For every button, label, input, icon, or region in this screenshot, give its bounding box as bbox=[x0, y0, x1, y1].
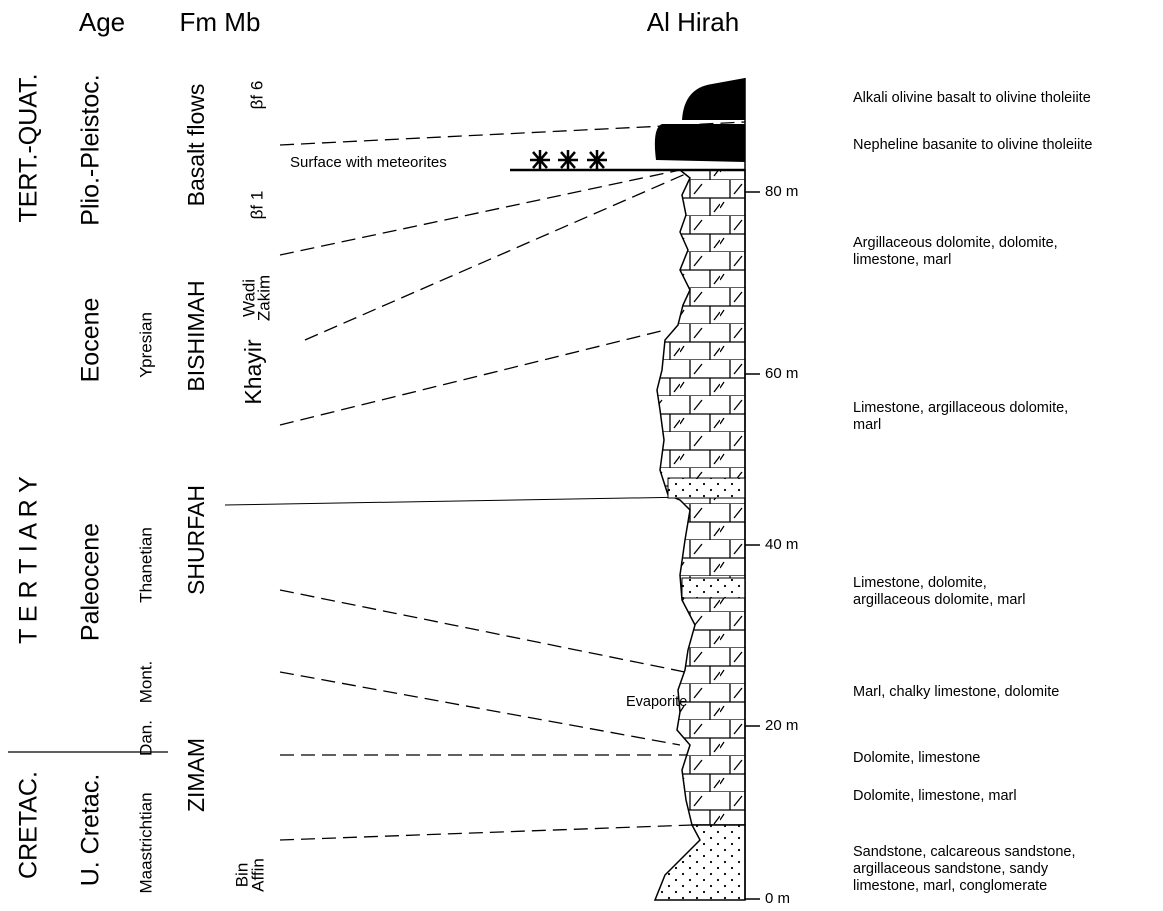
lithology-text: limestone, marl, conglomerate bbox=[853, 878, 1047, 894]
member: βf 6 bbox=[247, 81, 266, 110]
age-column: TERT.-QUAT. T E R T I A R Y CRETAC. Plio… bbox=[8, 73, 168, 893]
lithology-text: Dolomite, limestone bbox=[853, 750, 980, 766]
era: TERT.-QUAT. bbox=[15, 73, 43, 222]
lithology-text: Argillaceous dolomite, dolomite, bbox=[853, 235, 1058, 251]
formation: SHURFAH bbox=[183, 485, 209, 595]
scale-label: 0 m bbox=[765, 890, 790, 907]
era: CRETAC. bbox=[15, 771, 43, 879]
stratigraphic-column: Age Fm Mb Al Hirah TERT.-QUAT. T E R T I… bbox=[0, 0, 1163, 911]
stage: Dan. bbox=[136, 720, 155, 756]
stage: Mont. bbox=[136, 661, 155, 704]
scale-label: 40 m bbox=[765, 536, 798, 553]
scale-label: 80 m bbox=[765, 183, 798, 200]
annotation: Evaporite bbox=[626, 694, 687, 710]
member: Zakim bbox=[254, 275, 273, 321]
header: Fm Mb bbox=[180, 7, 261, 37]
lithology-text: marl bbox=[853, 417, 881, 433]
epoch: Paleocene bbox=[77, 523, 105, 641]
epoch: Eocene bbox=[77, 298, 105, 383]
scale-label: 60 m bbox=[765, 365, 798, 382]
lithology-text: Limestone, dolomite, bbox=[853, 575, 987, 591]
lithology-text: Dolomite, limestone, marl bbox=[853, 788, 1017, 804]
member: Affin bbox=[248, 858, 267, 892]
annotation: Surface with meteorites bbox=[290, 154, 447, 171]
stage: Ypresian bbox=[136, 312, 155, 378]
formation: ZIMAM bbox=[183, 738, 209, 812]
epoch: U. Cretac. bbox=[77, 774, 105, 887]
header: Age bbox=[79, 7, 125, 37]
member: Khayir bbox=[240, 339, 266, 405]
lithology-text: Alkali olivine basalt to olivine tholeii… bbox=[853, 90, 1091, 106]
header: Al Hirah bbox=[647, 7, 739, 37]
depth-scale: 80 m 60 m 40 m 20 m 0 m bbox=[745, 78, 798, 907]
lithology-text: limestone, marl bbox=[853, 252, 951, 268]
lithology-text: Marl, chalky limestone, dolomite bbox=[853, 684, 1059, 700]
lithology: Alkali olivine basalt to olivine tholeii… bbox=[853, 90, 1092, 894]
formation: Basalt flows bbox=[183, 84, 209, 207]
member: βf 1 bbox=[247, 191, 266, 220]
column: Surface with meteorites Evaporite bbox=[290, 78, 745, 900]
stage: Maastrichtian bbox=[136, 792, 155, 893]
lithology-text: Limestone, argillaceous dolomite, bbox=[853, 400, 1068, 416]
scale-label: 20 m bbox=[765, 717, 798, 734]
lithology-text: Nepheline basanite to olivine tholeiite bbox=[853, 137, 1092, 153]
era: T E R T I A R Y bbox=[15, 476, 43, 644]
epoch: Plio.-Pleistoc. bbox=[77, 74, 105, 225]
stage: Thanetian bbox=[136, 527, 155, 603]
formation: BISHIMAH bbox=[183, 280, 209, 391]
lithology-text: argillaceous dolomite, marl bbox=[853, 592, 1025, 608]
headers: Age Fm Mb Al Hirah bbox=[79, 7, 739, 37]
lithology-text: argillaceous sandstone, sandy bbox=[853, 861, 1049, 877]
formation-column: Basalt flows BISHIMAH SHURFAH ZIMAM βf 6… bbox=[183, 81, 273, 892]
lithology-text: Sandstone, calcareous sandstone, bbox=[853, 844, 1075, 860]
